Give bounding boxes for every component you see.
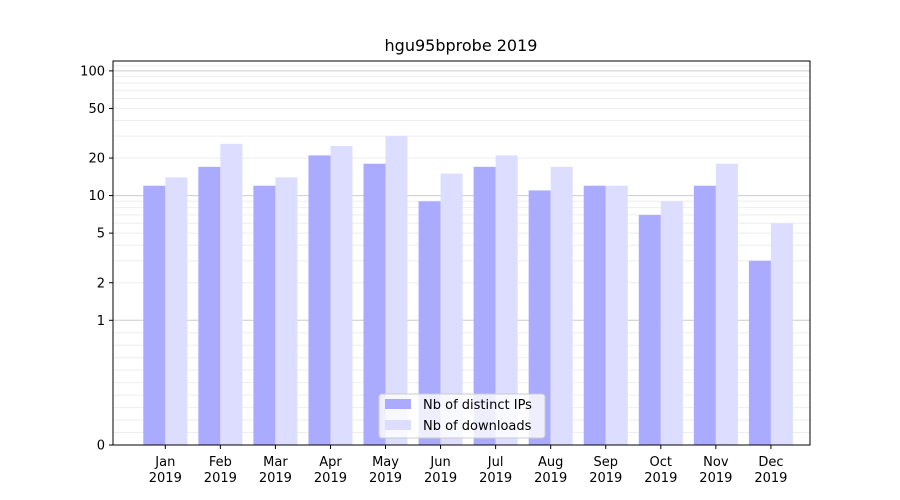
bar-downloads [165,177,188,446]
y-tick-label: 100 [80,64,105,79]
bar-downloads [495,155,518,445]
y-tick-label: 0 [97,439,105,454]
x-tick-label: Apr 2019 [314,455,347,486]
legend-label: Nb of distinct IPs [423,398,532,413]
y-tick-label: 5 [97,227,105,242]
bar-downloads [275,177,298,446]
x-tick-label: Jan 2019 [149,455,182,486]
bar-distinct-ips [528,190,551,445]
plot-frame [112,60,811,446]
legend-box [378,393,546,439]
x-tick-label: Aug 2019 [534,455,567,486]
x-tick-label: May 2019 [369,455,402,486]
bar-downloads [550,166,573,445]
bar-downloads [330,145,353,445]
bar-downloads [715,163,738,445]
legend-label: Nb of downloads [423,419,532,434]
bars [143,136,793,446]
y-tick-label: 20 [88,152,105,167]
bar-distinct-ips [748,260,771,445]
legend-swatch [385,420,411,430]
bar-distinct-ips [418,201,441,445]
x-tick-label: Jul 2019 [479,455,512,486]
y-tick-label: 50 [88,102,105,117]
bar-distinct-ips [308,155,331,445]
bar-distinct-ips [363,163,386,445]
bar-distinct-ips [473,166,496,445]
bar-downloads [605,185,628,445]
bar-downloads [440,173,463,445]
bar-distinct-ips [143,185,166,445]
bar-distinct-ips [198,166,221,445]
legend: Nb of distinct IPs Nb of downloads [378,393,546,439]
chart-title: hgu95bprobe 2019 [385,36,538,55]
x-tick-label: Jun 2019 [424,455,457,486]
x-tick-label: Dec 2019 [754,455,787,486]
x-tick-label: Nov 2019 [699,455,732,486]
bar-downloads [220,143,243,445]
y-tick-label: 10 [88,189,105,204]
y-tick-label: 2 [97,276,105,291]
bar-distinct-ips [693,185,716,445]
legend-swatch [385,399,411,409]
bar-downloads [770,223,793,445]
bar-distinct-ips [638,214,661,445]
x-tick-label: Mar 2019 [259,455,292,486]
x-tick-label: Sep 2019 [589,455,622,486]
bar-distinct-ips [583,185,606,445]
bar-distinct-ips [253,185,276,445]
axes: 0 1 2 5 10 20 50 100 Jan 2019 Feb 2019 Mar 2019 Apr 201… [80,60,811,486]
bar-downloads [385,136,408,445]
x-tick-label: Feb 2019 [204,455,237,486]
bar-downloads [660,201,683,445]
y-tick-label: 1 [97,314,105,329]
x-tick-label: Oct 2019 [644,455,677,486]
